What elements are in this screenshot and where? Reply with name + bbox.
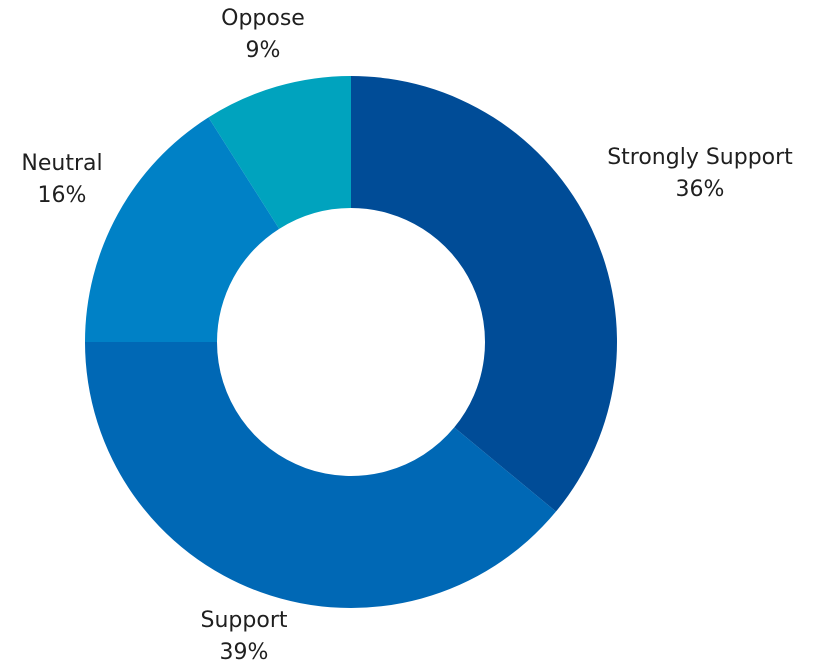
- slice-label-strongly-support: Strongly Support: [607, 145, 793, 170]
- slice-label-support: Support: [201, 608, 288, 633]
- slice-label-neutral: Neutral: [21, 151, 102, 176]
- slice-pct-strongly-support: 36%: [676, 177, 725, 202]
- slice-pct-support: 39%: [220, 640, 269, 665]
- slice-pct-oppose: 9%: [246, 38, 281, 63]
- slice-neutral: [85, 117, 280, 342]
- slice-label-oppose: Oppose: [221, 6, 305, 31]
- slice-pct-neutral: 16%: [38, 183, 87, 208]
- slice-support: [85, 342, 556, 608]
- slices-group: [85, 76, 617, 608]
- slice-oppose: [208, 76, 351, 229]
- slice-strongly-support: [351, 76, 617, 512]
- labels-group: Strongly Support 36% Support 39% Neutral 16% O…: [21, 6, 793, 665]
